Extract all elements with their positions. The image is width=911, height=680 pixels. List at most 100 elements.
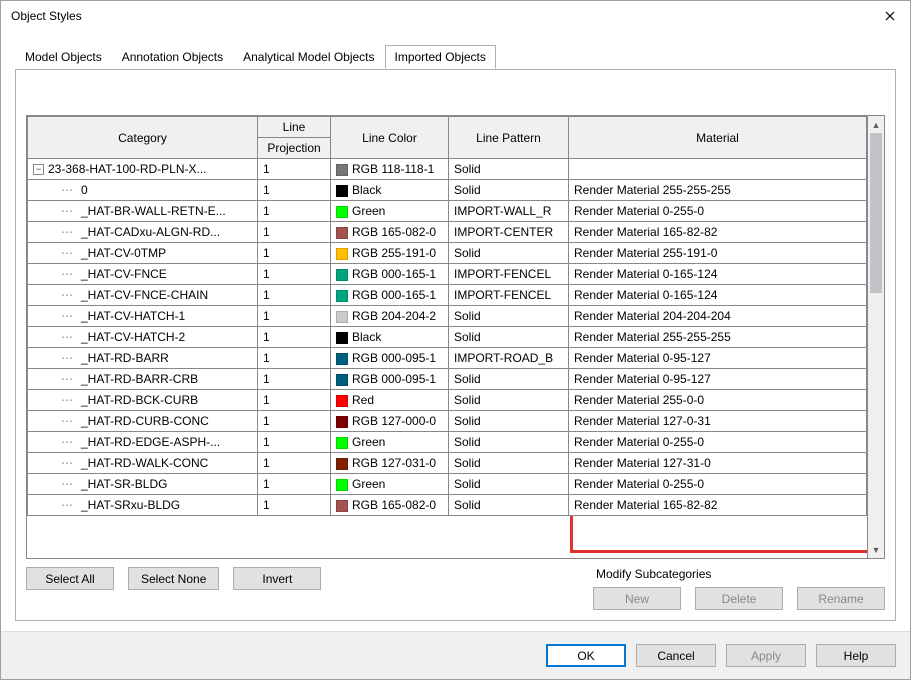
table-row[interactable]: ⋯_HAT-SR-BLDG1GreenSolidRender Material …: [28, 474, 867, 495]
header-line-group[interactable]: Line: [258, 117, 331, 138]
line-pattern-cell[interactable]: Solid: [449, 306, 569, 327]
line-pattern-cell[interactable]: Solid: [449, 432, 569, 453]
projection-cell[interactable]: 1: [258, 369, 331, 390]
material-cell[interactable]: Render Material 0-255-0: [569, 201, 867, 222]
table-row[interactable]: ⋯_HAT-RD-BARR-CRB1RGB 000-095-1SolidRend…: [28, 369, 867, 390]
material-cell[interactable]: Render Material 165-82-82: [569, 222, 867, 243]
header-line-pattern[interactable]: Line Pattern: [449, 117, 569, 159]
material-cell[interactable]: Render Material 0-95-127: [569, 348, 867, 369]
line-pattern-cell[interactable]: Solid: [449, 159, 569, 180]
line-pattern-cell[interactable]: Solid: [449, 327, 569, 348]
projection-cell[interactable]: 1: [258, 348, 331, 369]
projection-cell[interactable]: 1: [258, 306, 331, 327]
projection-cell[interactable]: 1: [258, 495, 331, 516]
delete-button[interactable]: Delete: [695, 587, 783, 610]
header-category[interactable]: Category: [28, 117, 258, 159]
projection-cell[interactable]: 1: [258, 222, 331, 243]
line-color-cell[interactable]: RGB 127-031-0: [331, 453, 449, 474]
table-row[interactable]: ⋯_HAT-RD-BARR1RGB 000-095-1IMPORT-ROAD_B…: [28, 348, 867, 369]
line-color-cell[interactable]: Black: [331, 327, 449, 348]
line-color-cell[interactable]: Black: [331, 180, 449, 201]
projection-cell[interactable]: 1: [258, 432, 331, 453]
table-row[interactable]: ⋯_HAT-RD-BCK-CURB1RedSolidRender Materia…: [28, 390, 867, 411]
header-projection[interactable]: Projection: [258, 138, 331, 159]
projection-cell[interactable]: 1: [258, 453, 331, 474]
material-cell[interactable]: Render Material 255-0-0: [569, 390, 867, 411]
category-cell[interactable]: −23-368-HAT-100-RD-PLN-X...: [28, 159, 258, 180]
table-row[interactable]: ⋯_HAT-CV-FNCE-CHAIN1RGB 000-165-1IMPORT-…: [28, 285, 867, 306]
line-color-cell[interactable]: Green: [331, 432, 449, 453]
projection-cell[interactable]: 1: [258, 285, 331, 306]
scroll-down-arrow[interactable]: ▼: [868, 541, 884, 558]
category-cell[interactable]: ⋯_HAT-RD-BARR-CRB: [28, 369, 258, 390]
material-cell[interactable]: Render Material 0-255-0: [569, 474, 867, 495]
invert-button[interactable]: Invert: [233, 567, 321, 590]
table-row[interactable]: ⋯_HAT-RD-CURB-CONC1RGB 127-000-0SolidRen…: [28, 411, 867, 432]
material-cell[interactable]: Render Material 204-204-204: [569, 306, 867, 327]
projection-cell[interactable]: 1: [258, 180, 331, 201]
category-cell[interactable]: ⋯_HAT-RD-EDGE-ASPH-...: [28, 432, 258, 453]
line-pattern-cell[interactable]: IMPORT-ROAD_B: [449, 348, 569, 369]
table-row[interactable]: ⋯_HAT-BR-WALL-RETN-E...1GreenIMPORT-WALL…: [28, 201, 867, 222]
table-row[interactable]: ⋯01BlackSolidRender Material 255-255-255: [28, 180, 867, 201]
material-cell[interactable]: Render Material 0-95-127: [569, 369, 867, 390]
projection-cell[interactable]: 1: [258, 411, 331, 432]
category-cell[interactable]: ⋯_HAT-CADxu-ALGN-RD...: [28, 222, 258, 243]
table-row[interactable]: −23-368-HAT-100-RD-PLN-X...1RGB 118-118-…: [28, 159, 867, 180]
close-button[interactable]: [870, 1, 910, 31]
line-pattern-cell[interactable]: Solid: [449, 369, 569, 390]
material-cell[interactable]: [569, 159, 867, 180]
category-cell[interactable]: ⋯_HAT-RD-BARR: [28, 348, 258, 369]
scroll-thumb[interactable]: [870, 133, 882, 293]
projection-cell[interactable]: 1: [258, 159, 331, 180]
line-pattern-cell[interactable]: IMPORT-FENCEL: [449, 264, 569, 285]
table-row[interactable]: ⋯_HAT-RD-WALK-CONC1RGB 127-031-0SolidRen…: [28, 453, 867, 474]
material-cell[interactable]: Render Material 255-255-255: [569, 180, 867, 201]
select-all-button[interactable]: Select All: [26, 567, 114, 590]
line-color-cell[interactable]: Green: [331, 201, 449, 222]
table-row[interactable]: ⋯_HAT-RD-EDGE-ASPH-...1GreenSolidRender …: [28, 432, 867, 453]
line-pattern-cell[interactable]: Solid: [449, 474, 569, 495]
projection-cell[interactable]: 1: [258, 474, 331, 495]
line-color-cell[interactable]: RGB 000-165-1: [331, 285, 449, 306]
line-pattern-cell[interactable]: IMPORT-FENCEL: [449, 285, 569, 306]
header-material[interactable]: Material: [569, 117, 867, 159]
ok-button[interactable]: OK: [546, 644, 626, 667]
category-cell[interactable]: ⋯_HAT-BR-WALL-RETN-E...: [28, 201, 258, 222]
line-color-cell[interactable]: RGB 165-082-0: [331, 495, 449, 516]
material-cell[interactable]: Render Material 0-165-124: [569, 264, 867, 285]
line-pattern-cell[interactable]: Solid: [449, 390, 569, 411]
category-cell[interactable]: ⋯_HAT-CV-0TMP: [28, 243, 258, 264]
line-color-cell[interactable]: RGB 000-165-1: [331, 264, 449, 285]
line-pattern-cell[interactable]: Solid: [449, 411, 569, 432]
material-cell[interactable]: Render Material 0-165-124: [569, 285, 867, 306]
category-cell[interactable]: ⋯_HAT-RD-WALK-CONC: [28, 453, 258, 474]
collapse-icon[interactable]: −: [33, 164, 44, 175]
line-color-cell[interactable]: RGB 255-191-0: [331, 243, 449, 264]
category-cell[interactable]: ⋯_HAT-RD-CURB-CONC: [28, 411, 258, 432]
category-cell[interactable]: ⋯_HAT-CV-HATCH-2: [28, 327, 258, 348]
table-row[interactable]: ⋯_HAT-SRxu-BLDG1RGB 165-082-0SolidRender…: [28, 495, 867, 516]
line-pattern-cell[interactable]: Solid: [449, 453, 569, 474]
category-cell[interactable]: ⋯_HAT-CV-FNCE-CHAIN: [28, 285, 258, 306]
line-pattern-cell[interactable]: Solid: [449, 180, 569, 201]
new-button[interactable]: New: [593, 587, 681, 610]
table-row[interactable]: ⋯_HAT-CV-HATCH-21BlackSolidRender Materi…: [28, 327, 867, 348]
material-cell[interactable]: Render Material 127-31-0: [569, 453, 867, 474]
help-button[interactable]: Help: [816, 644, 896, 667]
line-pattern-cell[interactable]: IMPORT-WALL_R: [449, 201, 569, 222]
line-color-cell[interactable]: RGB 000-095-1: [331, 369, 449, 390]
tab-annotation-objects[interactable]: Annotation Objects: [112, 45, 233, 69]
line-color-cell[interactable]: Green: [331, 474, 449, 495]
material-cell[interactable]: Render Material 0-255-0: [569, 432, 867, 453]
line-pattern-cell[interactable]: Solid: [449, 243, 569, 264]
line-pattern-cell[interactable]: IMPORT-CENTER: [449, 222, 569, 243]
line-pattern-cell[interactable]: Solid: [449, 495, 569, 516]
category-cell[interactable]: ⋯_HAT-CV-HATCH-1: [28, 306, 258, 327]
category-cell[interactable]: ⋯_HAT-CV-FNCE: [28, 264, 258, 285]
select-none-button[interactable]: Select None: [128, 567, 219, 590]
table-row[interactable]: ⋯_HAT-CV-0TMP1RGB 255-191-0SolidRender M…: [28, 243, 867, 264]
category-cell[interactable]: ⋯_HAT-RD-BCK-CURB: [28, 390, 258, 411]
cancel-button[interactable]: Cancel: [636, 644, 716, 667]
category-cell[interactable]: ⋯0: [28, 180, 258, 201]
